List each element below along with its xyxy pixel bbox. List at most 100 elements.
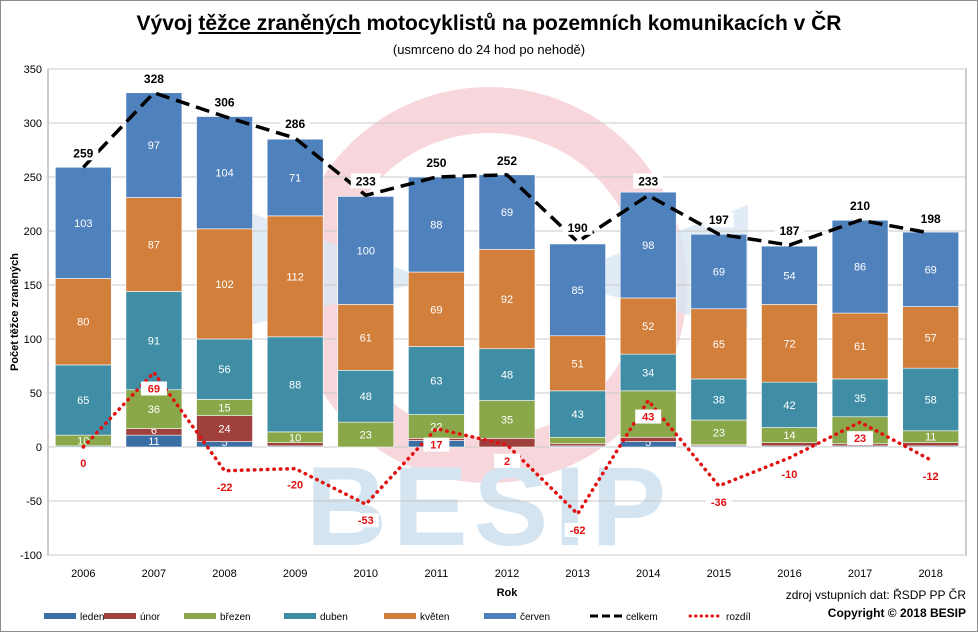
total-value-label: 198 [921, 212, 941, 226]
bar-value-label: 97 [148, 140, 160, 152]
x-tick-label: 2014 [636, 568, 660, 580]
diff-value-label: 17 [430, 440, 442, 452]
chart-subtitle: (usmrceno do 24 hod po nehodě) [392, 42, 586, 57]
total-label-bg [209, 94, 240, 110]
x-tick-label: 2006 [71, 568, 95, 580]
total-value-label: 286 [285, 117, 305, 131]
bar-segment-duben [831, 378, 889, 418]
bar-value-label: 11 [925, 432, 936, 444]
bar-value-label: 58 [925, 394, 937, 406]
bar-segment-únor [478, 438, 536, 448]
x-tick-label: 2012 [495, 568, 519, 580]
bar-value-label: 72 [783, 338, 795, 350]
total-value-label: 306 [215, 96, 235, 110]
total-value-label: 250 [426, 156, 446, 170]
bar-segment-květen [549, 335, 606, 392]
legend-swatch-červen [484, 613, 516, 619]
legend-label: leden [80, 612, 104, 623]
bar-segment-duben [619, 353, 677, 392]
y-tick-label: 50 [30, 388, 42, 400]
legend-swatch-březen [184, 613, 216, 619]
total-label-bg [138, 70, 169, 86]
x-axis-label: Rok [497, 587, 519, 599]
bar-value-label: 85 [571, 285, 583, 297]
bar-value-label: 69 [713, 267, 725, 279]
legend-label: červen [520, 612, 550, 623]
bar-value-label: 69 [430, 304, 442, 316]
bar-segment-únor [549, 443, 606, 447]
diff-label-bg [70, 456, 97, 470]
x-tick-label: 2018 [918, 568, 942, 580]
bar-value-label: 5 [221, 437, 227, 449]
bar-segment-červen [549, 243, 606, 337]
y-tick-label: 350 [24, 64, 42, 76]
total-value-label: 252 [497, 154, 517, 168]
diff-value-label: 69 [148, 383, 160, 395]
bar-value-label: 80 [77, 317, 89, 329]
copyright-note: Copyright © 2018 BESIP [827, 606, 966, 620]
diff-label-bg [352, 513, 379, 528]
bar-value-label: 92 [501, 294, 513, 306]
bar-value-label: 69 [501, 207, 513, 219]
bar-value-label: 15 [218, 403, 230, 415]
y-tick-label: 300 [24, 118, 42, 130]
title-prefix: Vývoj [136, 12, 199, 35]
y-tick-label: 0 [36, 442, 42, 454]
x-tick-label: 2017 [848, 568, 872, 580]
bar-value-label: 52 [642, 321, 654, 333]
diff-value-label: -22 [217, 482, 233, 494]
bar-segment-duben [55, 364, 112, 436]
bar-segment-květen [831, 312, 889, 380]
bar-segment-červen [125, 92, 183, 198]
bar-segment-únor [196, 415, 253, 442]
diff-value-label: -36 [711, 497, 727, 509]
total-value-label: 187 [779, 224, 799, 238]
bar-value-label: 5 [645, 437, 651, 449]
bar-value-label: 48 [501, 370, 513, 382]
x-tick-label: 2011 [425, 568, 449, 580]
bar-segment-duben [478, 348, 536, 401]
diff-value-label: 43 [642, 412, 654, 424]
bar-value-label: 48 [360, 391, 372, 403]
diff-value-label: -20 [287, 480, 303, 492]
bar-value-label: 61 [360, 332, 372, 344]
legend-label: duben [320, 612, 348, 623]
total-value-label: 190 [568, 221, 588, 235]
bar-segment-červen [761, 245, 818, 305]
bar-value-label: 23 [360, 430, 372, 442]
diff-value-label: 0 [80, 458, 86, 470]
diff-label-bg [564, 522, 591, 537]
bar-value-label: 98 [642, 240, 654, 252]
bar-value-label: 65 [77, 395, 89, 407]
bar-segment-březen [478, 400, 536, 439]
bar-segment-březen [690, 419, 748, 446]
diff-value-label: -12 [923, 471, 939, 483]
bar-value-label: 10 [77, 436, 89, 448]
bar-value-label: 43 [571, 409, 583, 421]
bar-value-label: 91 [148, 336, 160, 348]
bar-segment-květen [266, 215, 324, 338]
x-tick-label: 2010 [354, 568, 378, 580]
bar-segment-duben [690, 378, 748, 421]
y-axis-label: Počet těžce zraněných [9, 253, 21, 371]
total-value-label: 233 [638, 174, 658, 188]
bar-value-label: 87 [148, 240, 160, 252]
y-tick-label: 150 [24, 280, 42, 292]
bar-segment-duben [337, 370, 395, 423]
bar-value-label: 61 [854, 341, 866, 353]
bar-segment-březen [125, 389, 183, 429]
legend-label: rozdíl [726, 612, 750, 623]
bar-segment-květen [761, 304, 818, 383]
bar-segment-červen [337, 196, 395, 305]
diff-label-bg [776, 466, 803, 481]
bar-value-label: 56 [218, 364, 230, 376]
bar-value-label: 69 [925, 264, 937, 276]
bar-value-label: 100 [357, 245, 375, 257]
bar-segment-červen [196, 116, 253, 230]
bar-segment-duben [902, 367, 959, 432]
bar-value-label: 36 [148, 404, 160, 416]
y-tick-label: -50 [26, 496, 42, 508]
bar-value-label: 65 [713, 339, 725, 351]
diff-label-bg [917, 468, 944, 483]
legend-label: květen [420, 612, 449, 623]
